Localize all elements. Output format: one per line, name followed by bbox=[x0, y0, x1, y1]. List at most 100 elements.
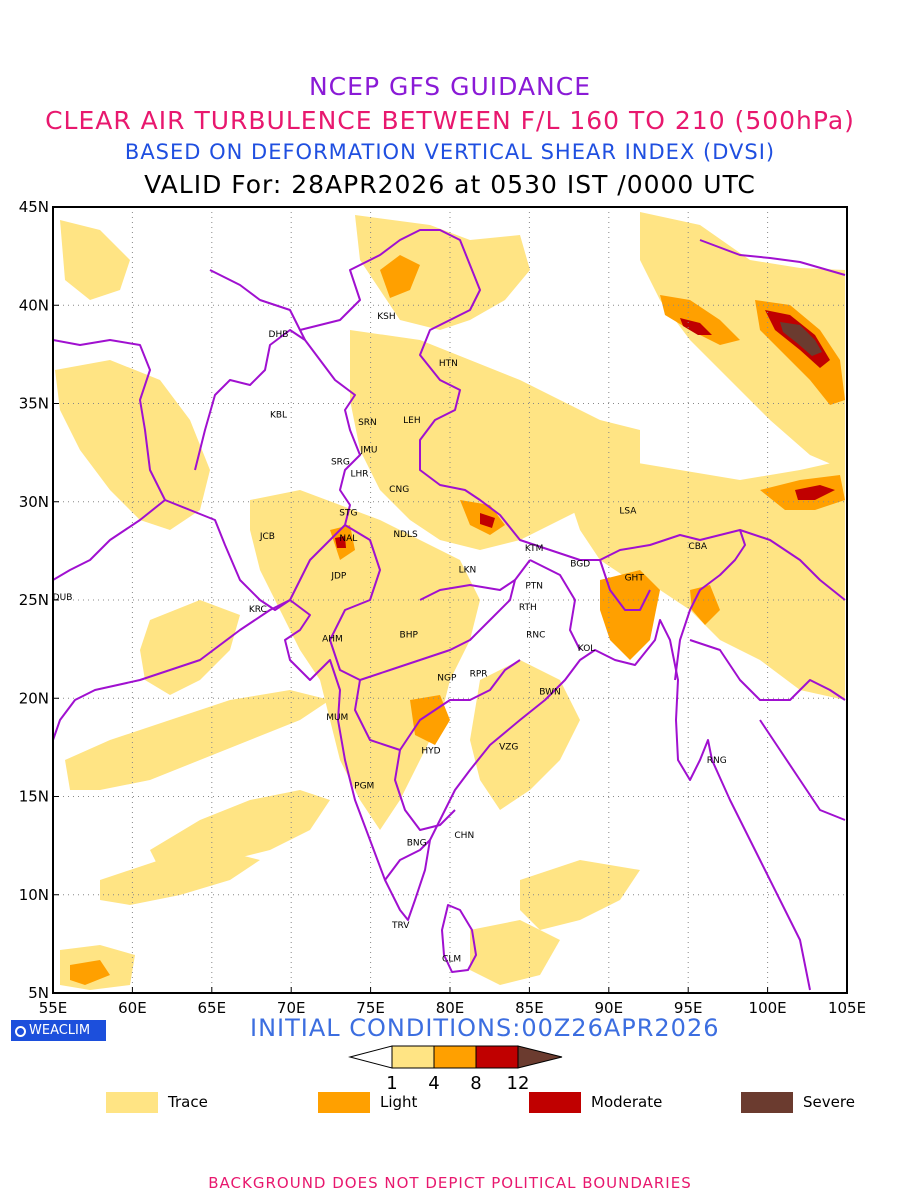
station-label: KTM bbox=[525, 544, 543, 554]
light-area bbox=[70, 960, 110, 985]
x-tick-label: 85E bbox=[515, 999, 544, 1017]
station-label: KOL bbox=[578, 644, 596, 654]
logo-ring-icon bbox=[15, 1026, 26, 1037]
station-label: TRV bbox=[391, 921, 410, 931]
colorbar-threshold-label: 12 bbox=[507, 1073, 530, 1094]
station-label: SRN bbox=[358, 418, 377, 428]
trace-area bbox=[100, 850, 260, 905]
y-tick-label: 25N bbox=[19, 591, 49, 609]
light-area bbox=[660, 295, 740, 345]
x-tick-label: 90E bbox=[595, 999, 624, 1017]
state-boundary bbox=[384, 839, 431, 881]
trace-area bbox=[520, 860, 640, 930]
sri-lanka-outline bbox=[441, 904, 477, 973]
x-tick-label: 75E bbox=[356, 999, 385, 1017]
station-label: SRG bbox=[331, 457, 350, 467]
station-label: RNG bbox=[707, 756, 727, 766]
trace-area bbox=[470, 660, 580, 810]
station-label: KBL bbox=[270, 410, 287, 420]
state-boundary bbox=[329, 524, 531, 681]
severe-area bbox=[780, 322, 822, 356]
international-boundary bbox=[53, 499, 166, 581]
turbulence-shading bbox=[55, 212, 845, 990]
x-tick-label: 95E bbox=[674, 999, 703, 1017]
y-tick-label: 40N bbox=[19, 296, 49, 314]
station-label: BGD bbox=[570, 560, 590, 570]
station-label: LHR bbox=[350, 469, 368, 479]
international-boundary bbox=[299, 229, 746, 681]
axis-ticks: 55E 60E 65E 70E 75E 80E 85E 90E 95E 100E 105E 5N 10N… bbox=[19, 198, 866, 1017]
legend-label-severe: Severe bbox=[803, 1093, 855, 1111]
legend-swatch-severe bbox=[741, 1092, 793, 1113]
station-label: MUM bbox=[326, 713, 348, 723]
colorbar-severe-arrow bbox=[517, 1045, 563, 1069]
international-boundary bbox=[699, 239, 846, 276]
international-boundary bbox=[209, 269, 306, 341]
legend-swatch-trace bbox=[106, 1092, 158, 1113]
state-boundary bbox=[599, 559, 651, 611]
colorbar-moderate-box bbox=[475, 1045, 519, 1069]
moderate-area bbox=[335, 536, 346, 548]
station-label: BNG bbox=[407, 839, 427, 849]
station-label: HTN bbox=[439, 359, 458, 369]
station-label: NGP bbox=[437, 674, 457, 684]
station-label: BHP bbox=[400, 630, 419, 640]
x-tick-label: 100E bbox=[749, 999, 787, 1017]
y-tick-label: 10N bbox=[19, 886, 49, 904]
state-boundary bbox=[394, 749, 456, 831]
station-label: CBA bbox=[688, 542, 707, 552]
disclaimer-footer: BACKGROUND DOES NOT DEPICT POLITICAL BOU… bbox=[208, 1174, 692, 1192]
trace-area bbox=[60, 220, 130, 300]
moderate-area bbox=[795, 485, 835, 500]
station-label: JMU bbox=[360, 446, 378, 456]
x-tick-label: 105E bbox=[828, 999, 866, 1017]
colorbar-trace-box bbox=[391, 1045, 435, 1069]
trace-area bbox=[560, 460, 845, 700]
y-tick-label: 30N bbox=[19, 493, 49, 511]
colorbar-threshold-label: 8 bbox=[470, 1073, 481, 1094]
station-label: KRC bbox=[249, 605, 267, 615]
state-boundary bbox=[354, 659, 521, 751]
legend-label-trace: Trace bbox=[168, 1093, 208, 1111]
international-boundary bbox=[739, 529, 846, 601]
boundary-lines bbox=[53, 229, 846, 991]
station-label: LKN bbox=[459, 566, 477, 576]
legend-swatch-light bbox=[318, 1092, 370, 1113]
legend-label-moderate: Moderate bbox=[591, 1093, 663, 1111]
station-label: KSH bbox=[377, 312, 395, 322]
colorbar-light-box bbox=[433, 1045, 477, 1069]
x-tick-label: 65E bbox=[198, 999, 227, 1017]
trace-area bbox=[470, 920, 560, 985]
station-label: NAL bbox=[339, 534, 357, 544]
trace-area bbox=[250, 490, 480, 830]
colorbar: 1 4 8 12 bbox=[348, 1045, 563, 1094]
station-label: DUB bbox=[53, 593, 73, 603]
station-label: CLM bbox=[442, 955, 461, 965]
station-label: JDP bbox=[330, 571, 347, 581]
x-tick-label: 55E bbox=[39, 999, 68, 1017]
y-tick-label: 5N bbox=[28, 984, 49, 1002]
chart-subtitle-method: BASED ON DEFORMATION VERTICAL SHEAR INDE… bbox=[124, 140, 776, 164]
graticule bbox=[53, 207, 847, 993]
trace-area bbox=[65, 690, 330, 790]
y-tick-label: 20N bbox=[19, 689, 49, 707]
station-label: LEH bbox=[403, 416, 420, 426]
logo-text: WEACLIM bbox=[29, 1023, 91, 1038]
station-label: CNG bbox=[389, 485, 409, 495]
trace-area bbox=[640, 212, 845, 470]
trace-area bbox=[700, 550, 790, 650]
international-boundary bbox=[759, 719, 846, 821]
state-boundary bbox=[529, 559, 581, 651]
legend-swatch-moderate bbox=[529, 1092, 581, 1113]
station-label: NDLS bbox=[393, 530, 418, 540]
station-label: STG bbox=[339, 509, 357, 519]
station-label: RTH bbox=[519, 603, 537, 613]
x-tick-label: 80E bbox=[436, 999, 465, 1017]
station-label: VZG bbox=[499, 742, 518, 752]
station-label: BWN bbox=[539, 687, 561, 697]
trace-area bbox=[55, 360, 210, 530]
station-label: AHM bbox=[322, 634, 343, 644]
station-label: RPR bbox=[470, 670, 488, 680]
colorbar-lower-arrow bbox=[348, 1045, 393, 1069]
